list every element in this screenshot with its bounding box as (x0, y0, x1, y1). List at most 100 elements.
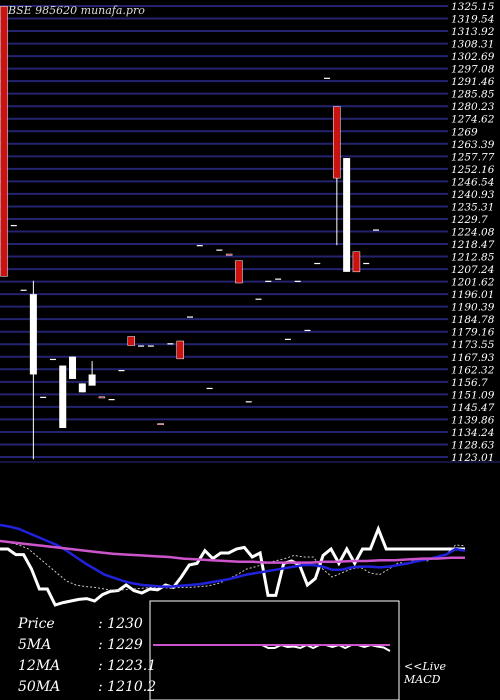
candle (29, 280, 37, 460)
candle (333, 106, 341, 246)
macd-label-line2: MACD (404, 673, 441, 686)
candle (343, 158, 351, 272)
candle (216, 249, 223, 251)
candle (88, 361, 96, 386)
candle-body (352, 251, 361, 273)
candle (69, 356, 77, 379)
y-tick-label: 1156.7 (451, 377, 488, 389)
y-tick-label: 1269 (451, 126, 478, 138)
candle-body (147, 345, 154, 347)
price-grid (0, 5, 448, 458)
candle-body (69, 356, 77, 379)
candle-body (176, 340, 184, 360)
candle-body (343, 158, 351, 272)
y-tick-label: 1207.24 (451, 264, 494, 276)
candle (147, 345, 154, 347)
candle-body (49, 358, 56, 361)
candle (167, 343, 174, 345)
candle-body (216, 249, 223, 251)
candle-body (324, 77, 331, 79)
candle-body (78, 383, 86, 393)
candle (157, 423, 164, 426)
candle-body (255, 298, 262, 300)
y-tick-label: 1263.39 (451, 139, 495, 151)
y-tick-label: 1212.85 (451, 252, 495, 264)
y-tick-label: 1145.47 (451, 402, 495, 414)
candlestick-series (0, 6, 379, 460)
price-axis-ticks: 1325.151319.541313.921308.311302.691297.… (451, 1, 495, 464)
candle-body (275, 278, 282, 280)
y-tick-label: 1184.78 (451, 314, 495, 326)
candle (138, 345, 145, 347)
candle (78, 383, 86, 393)
candle-body (373, 229, 379, 231)
candle (255, 298, 262, 300)
stat-row: Price: 1230 (18, 616, 143, 632)
y-tick-label: 1179.16 (451, 327, 495, 339)
candle-body (20, 289, 27, 291)
candle (265, 280, 272, 282)
candle (235, 260, 243, 284)
candle (275, 278, 282, 280)
candle-body (245, 401, 252, 403)
y-tick-label: 1224.08 (451, 227, 495, 239)
y-tick-label: 1291.46 (451, 76, 495, 88)
y-tick-label: 1218.47 (451, 239, 495, 251)
candle-body (187, 316, 193, 318)
stat-row: 12MA : 1223.1 (18, 658, 156, 674)
candle (98, 396, 106, 399)
y-tick-label: 1285.85 (451, 89, 495, 101)
y-tick-label: 1167.93 (451, 352, 495, 364)
candle-body (29, 294, 37, 375)
macd-lines (153, 643, 391, 652)
y-tick-label: 1252.16 (451, 164, 495, 176)
y-tick-label: 1325.15 (451, 1, 495, 13)
candle-body (196, 245, 203, 247)
candle (206, 387, 213, 390)
candle (40, 396, 47, 398)
candle-body (284, 338, 291, 340)
candle (49, 358, 56, 361)
stat-value: : 1223.1 (98, 658, 157, 674)
candle-body (108, 399, 115, 401)
candle (294, 280, 301, 282)
stat-value: : 1210.2 (98, 679, 157, 695)
ma_long-line (0, 539, 465, 564)
candle (245, 401, 252, 403)
y-tick-label: 1235.31 (451, 201, 494, 213)
macd-label: <<Live MACD (404, 660, 446, 686)
y-tick-label: 1173.55 (451, 339, 495, 351)
y-tick-label: 1139.86 (451, 414, 495, 426)
candle-body (0, 6, 8, 277)
y-tick-label: 1297.08 (451, 64, 495, 76)
candle (176, 340, 184, 360)
y-tick-label: 1319.54 (451, 14, 494, 26)
stat-label: 12MA (18, 658, 61, 674)
candle (0, 6, 8, 277)
candle (118, 370, 125, 372)
y-tick-label: 1302.69 (451, 51, 495, 63)
candle-body (157, 423, 164, 426)
y-tick-label: 1162.32 (451, 364, 495, 376)
y-tick-label: 1274.62 (451, 114, 495, 126)
y-tick-label: 1280.23 (451, 101, 495, 113)
candle-body (138, 345, 145, 347)
candle (196, 245, 203, 247)
y-tick-label: 1196.01 (451, 289, 494, 301)
candle-body (265, 280, 272, 282)
candle-body (40, 396, 47, 398)
candle (10, 224, 17, 227)
y-tick-label: 1151.09 (451, 389, 495, 401)
candle (108, 399, 115, 401)
candle (127, 336, 136, 346)
candle-body (10, 224, 17, 227)
candle-body (304, 329, 311, 332)
y-tick-label: 1128.63 (451, 439, 495, 451)
candle (314, 262, 321, 265)
stat-row: 5MA: 1229 (18, 637, 143, 653)
y-tick-label: 1134.24 (451, 427, 494, 439)
macd-panel (149, 600, 400, 700)
candle (373, 229, 379, 231)
price-line (0, 524, 465, 607)
